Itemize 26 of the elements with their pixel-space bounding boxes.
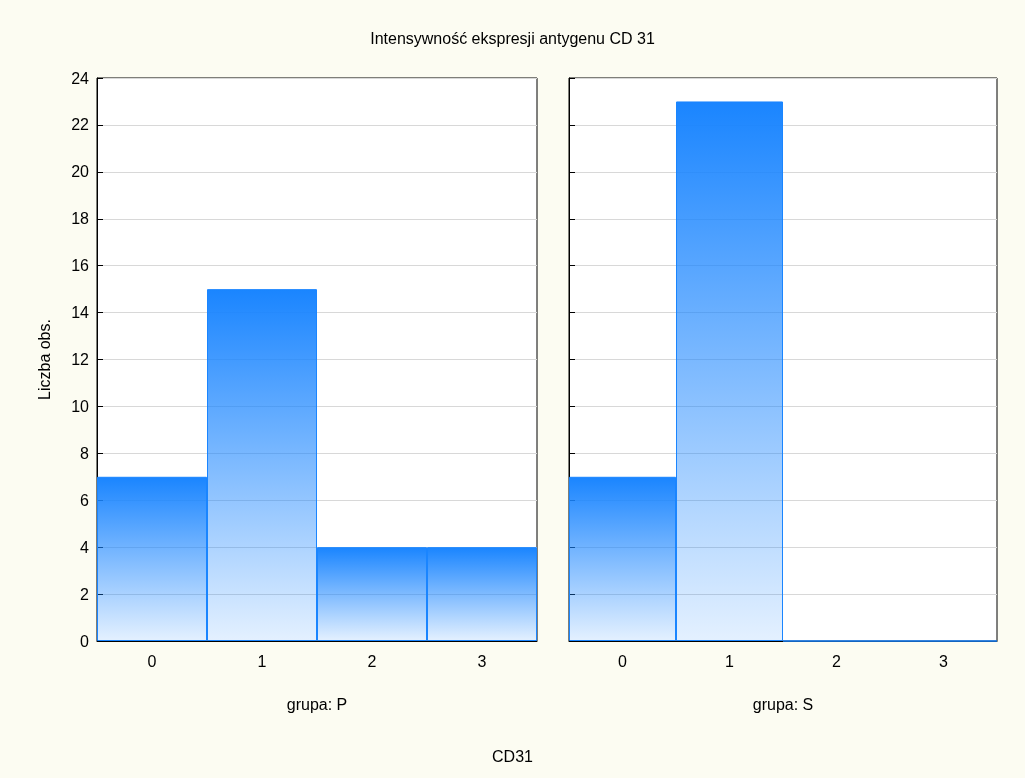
y-tick-label: 24	[71, 69, 90, 87]
x-tick-label: 3	[939, 652, 949, 670]
y-tick-label: 10	[71, 397, 90, 415]
y-tick-label: 12	[71, 351, 90, 368]
y-axis-title: Liczba obs.	[35, 319, 53, 400]
y-tick-label: 20	[71, 163, 90, 181]
x-tick-label: 2	[832, 652, 842, 670]
y-tick-label: 0	[80, 632, 90, 650]
x-tick-label: 2	[367, 652, 377, 670]
x-tick-label: 1	[725, 652, 735, 670]
y-tick-label: 2	[80, 585, 90, 603]
chart-title: Intensywność ekspresji antygenu CD 31	[369, 30, 656, 48]
y-tick-label: 4	[80, 538, 90, 556]
y-tick-label: 18	[71, 210, 90, 228]
x-tick-label: 0	[618, 652, 628, 670]
text: CD31	[491, 748, 534, 766]
y-tick-label: 14	[71, 304, 90, 322]
x-tick-label: 1	[257, 652, 267, 670]
y-tick-label: 16	[71, 257, 90, 275]
y-tick-label: 6	[80, 491, 90, 509]
y-tick-label: 22	[71, 116, 90, 134]
x-axis-title: grupa: P	[286, 695, 348, 713]
x-axis-title: grupa: S	[752, 695, 814, 713]
x-tick-label: 0	[147, 652, 157, 670]
x-tick-label: 3	[477, 652, 487, 670]
y-tick-label: 8	[80, 444, 90, 462]
